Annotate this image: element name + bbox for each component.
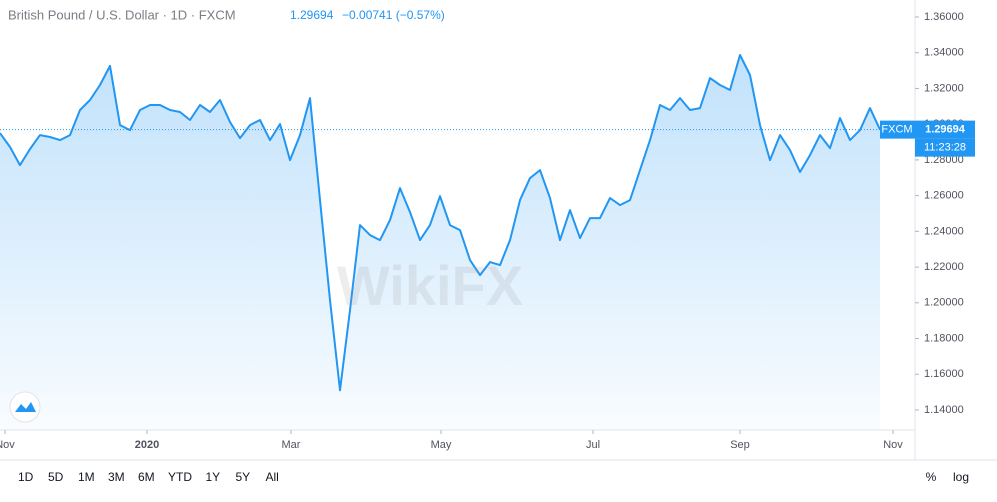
header-price: 1.29694	[290, 8, 334, 22]
source-tag	[880, 120, 915, 139]
y-tick-label: 1.28000	[924, 154, 964, 166]
x-tick-label: Nov	[883, 439, 903, 451]
tv-logo	[9, 391, 41, 423]
y-tick-label: 1.26000	[924, 190, 964, 202]
range-button[interactable]: YTD	[168, 470, 192, 484]
range-button[interactable]: 6M	[138, 470, 155, 484]
y-tick-label: 1.24000	[924, 225, 964, 237]
range-button[interactable]: All	[266, 470, 279, 484]
price-tag	[915, 120, 975, 139]
y-tick-label: 1.32000	[924, 82, 964, 94]
range-button[interactable]: 3M	[108, 470, 125, 484]
x-tick-label: 2020	[135, 439, 159, 451]
x-tick-label: Mar	[282, 439, 301, 451]
range-button[interactable]: 1Y	[206, 470, 221, 484]
log-toggle[interactable]: log	[953, 470, 969, 484]
y-tick-label: 1.34000	[924, 47, 964, 59]
countdown-label: 11:23:28	[924, 142, 966, 154]
source-label: FXCM	[881, 124, 912, 136]
range-button[interactable]: 1D	[18, 470, 34, 484]
x-tick-label: Nov	[0, 439, 15, 451]
range-button[interactable]: 5D	[48, 470, 64, 484]
chart-title: British Pound / U.S. Dollar · 1D · FXCM	[8, 7, 236, 22]
y-tick-label: 1.18000	[924, 332, 964, 344]
y-tick-label: 1.14000	[924, 404, 964, 416]
y-tick-label: 1.22000	[924, 261, 964, 273]
y-tick-label: 1.16000	[924, 368, 964, 380]
plot-area	[0, 54, 881, 430]
y-tick-label: 1.20000	[924, 297, 964, 309]
header-change: −0.00741 (−0.57%)	[342, 8, 445, 22]
x-tick-label: May	[431, 439, 452, 451]
range-button[interactable]: 1M	[78, 470, 95, 484]
x-tick-label: Jul	[586, 439, 600, 451]
price-line	[0, 54, 881, 392]
watermark: WikiFX	[337, 254, 523, 317]
percent-toggle[interactable]: %	[926, 470, 937, 484]
range-button[interactable]: 5Y	[236, 470, 251, 484]
countdown-tag	[915, 138, 975, 157]
price-tag-label: 1.29694	[925, 124, 966, 136]
y-tick-label: 1.36000	[924, 11, 964, 23]
area	[0, 55, 880, 430]
x-tick-label: Sep	[730, 439, 750, 451]
